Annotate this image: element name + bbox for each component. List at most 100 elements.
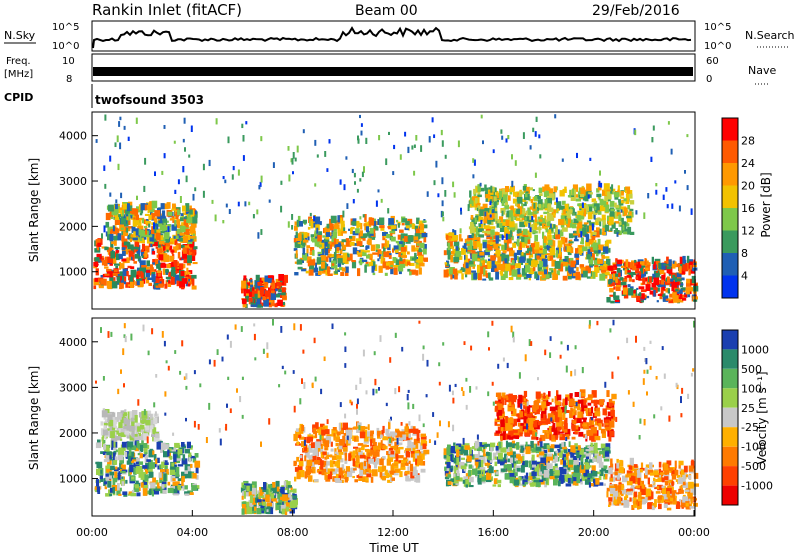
scatter-cell-4: [531, 243, 535, 247]
scatter-cell-4: [525, 265, 530, 273]
scatter-cell-4: [465, 445, 470, 450]
scatter-cell-3: [334, 252, 337, 259]
scatter-cell-4: [586, 457, 589, 460]
scatter-cell-4: [464, 243, 467, 249]
speckle-cell: [174, 190, 176, 194]
scatter-cell-6: [668, 288, 670, 293]
scatter-cell-4: [528, 240, 531, 245]
scatter-cell-3: [338, 230, 341, 236]
scatter-cell-3: [409, 271, 412, 275]
scatter-cell-0: [99, 285, 104, 288]
scatter-cell-6: [628, 284, 631, 287]
scatter-cell-3: [367, 431, 370, 437]
scatter-cell-5: [548, 203, 552, 208]
scatter-cell-3: [396, 259, 400, 266]
scatter-cell-3: [392, 463, 398, 466]
scatter-cell-0: [107, 481, 111, 488]
scatter-cell-5: [584, 209, 586, 217]
scatter-cell-3: [370, 439, 372, 446]
scatter-cell-4: [532, 465, 536, 468]
scatter-cell-3: [370, 431, 374, 435]
speckle-cell: [490, 186, 492, 193]
speckle-cell: [562, 159, 564, 162]
scatter-cell-0: [146, 459, 151, 462]
scatter-cell-3: [343, 253, 347, 259]
speckle-cell: [502, 235, 504, 240]
scatter-cell-4: [540, 245, 543, 248]
colorbar-tick-label: 12: [741, 225, 755, 238]
scatter-cell-0: [133, 247, 138, 250]
scatter-cell-2: [250, 484, 252, 491]
scatter-cell-0: [190, 250, 196, 253]
scatter-cell-5: [611, 209, 616, 211]
scatter-cell-4: [453, 269, 458, 275]
scatter-cell-3: [298, 435, 301, 438]
scatter-cell-3: [421, 434, 427, 437]
scatter-cell-4: [501, 469, 506, 472]
speckle-cell: [460, 208, 462, 212]
scatter-cell-4: [549, 268, 553, 271]
scatter-cell-3: [327, 266, 330, 274]
scatter-cell-2: [249, 298, 253, 302]
scatter-cell-3: [324, 440, 329, 447]
speckle-cell: [316, 228, 318, 234]
speckle-cell: [343, 227, 345, 231]
speckle-cell: [313, 216, 315, 222]
scatter-cell-4: [448, 243, 451, 251]
speckle-cell: [273, 162, 275, 168]
scatter-cell-0: [100, 479, 103, 482]
scatter-cell-3: [401, 247, 407, 252]
scatter-cell-0: [109, 472, 114, 476]
speckle-cell: [458, 141, 460, 148]
speckle-cell: [215, 215, 217, 222]
scatter-cell-4: [548, 240, 553, 246]
speckle-cell: [363, 214, 365, 217]
scatter-cell-0: [104, 267, 108, 269]
scatter-cell-5: [596, 227, 600, 230]
scatter-cell-3: [376, 244, 380, 248]
scatter-cell-1: [144, 226, 147, 228]
scatter-cell-5: [494, 202, 497, 208]
scatter-cell-5: [528, 220, 534, 222]
scatter-cell-1: [180, 226, 186, 232]
scatter-cell-3: [357, 241, 363, 246]
speckle-cell: [144, 158, 146, 165]
scatter-cell-6: [613, 286, 615, 290]
scatter-cell-4: [568, 276, 572, 279]
scatter-cell-3: [334, 478, 340, 481]
scatter-cell-3: [299, 460, 304, 466]
scatter-cell-0: [117, 483, 120, 491]
scatter-cell-0: [100, 475, 103, 479]
speckle-cell: [260, 136, 262, 141]
scatter-cell-0: [156, 286, 159, 288]
scatter-cell-0: [100, 279, 105, 285]
speckle-cell: [314, 140, 316, 146]
scatter-cell-0: [113, 273, 118, 276]
speckle-cell: [269, 200, 271, 203]
scatter-cell-3: [420, 243, 425, 249]
scatter-cell-3: [343, 423, 349, 430]
scatter-cell-4: [518, 461, 521, 464]
scatter-cell-2: [271, 295, 277, 301]
scatter-cell-3: [394, 268, 398, 275]
speckle-cell: [164, 125, 166, 129]
scatter-cell-4: [501, 264, 505, 271]
speckle-cell: [634, 130, 636, 136]
scatter-cell-4: [491, 242, 496, 244]
speckle-cell: [532, 128, 534, 132]
speckle-cell: [203, 164, 205, 170]
scatter-cell-6: [615, 300, 620, 302]
scatter-cell-5: [544, 204, 547, 207]
cpid-value: twofsound 3503: [95, 93, 204, 107]
scatter-cell-4: [475, 468, 478, 476]
speckle-cell: [115, 199, 117, 203]
scatter-cell-0: [104, 481, 107, 484]
speckle-cell: [594, 206, 596, 210]
speckle-cell: [153, 222, 155, 229]
scatter-cell-0: [106, 452, 112, 456]
scatter-cell-6: [653, 290, 655, 297]
scatter-cell-3: [307, 237, 309, 241]
scatter-cell-5: [620, 231, 623, 235]
scatter-cell-6: [619, 277, 623, 281]
speckle-cell: [460, 228, 462, 233]
